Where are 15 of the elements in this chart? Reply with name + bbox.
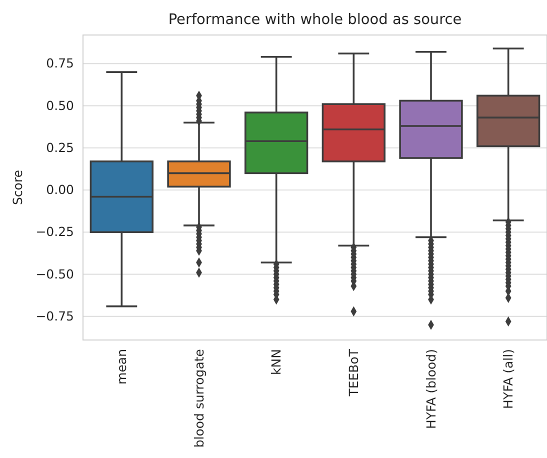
- x-tick-label: mean: [114, 349, 130, 384]
- x-tick-label: HYFA (all): [500, 349, 516, 409]
- y-tick-label: 0.25: [46, 140, 74, 155]
- y-axis-title: Score: [10, 170, 25, 206]
- y-tick-label: −0.50: [36, 266, 74, 282]
- y-tick-label: −0.25: [36, 224, 74, 240]
- x-tick-label: kNN: [268, 349, 284, 375]
- y-tick-label: 0.00: [46, 182, 74, 198]
- x-tick-label: blood surrogate: [191, 348, 206, 448]
- y-tick-label: 0.50: [46, 98, 74, 113]
- chart-title: Performance with whole blood as source: [168, 12, 462, 28]
- y-tick-label: 0.75: [46, 56, 74, 71]
- x-tick-label: TEEBoT: [346, 348, 362, 398]
- y-tick-label: −0.75: [36, 308, 74, 324]
- x-tick-label: HYFA (blood): [423, 349, 438, 429]
